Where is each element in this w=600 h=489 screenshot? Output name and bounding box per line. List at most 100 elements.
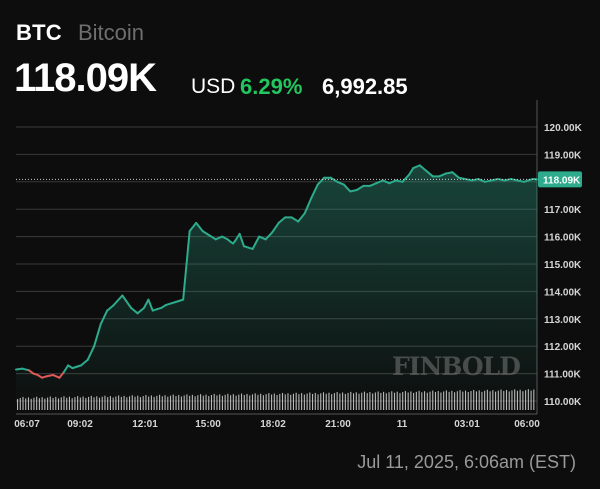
price-line-segment [264, 231, 274, 241]
price-line-segment [58, 371, 65, 379]
volume-bar [153, 396, 155, 410]
y-tick-label: 115.00K [544, 260, 582, 271]
volume-bar [52, 397, 54, 410]
volume-bar [238, 394, 240, 410]
price-line-segment [62, 364, 70, 374]
x-tick-label: 03:01 [454, 419, 480, 430]
volume-bar [96, 396, 98, 410]
volume-bar [120, 396, 122, 410]
volume-bar [440, 392, 442, 410]
price-line-segment [451, 171, 460, 179]
volume-bar [268, 393, 270, 410]
price-line-segment [438, 172, 447, 178]
volume-bar [320, 393, 322, 410]
current-price: 118.09K [14, 56, 157, 100]
volume-bar [25, 398, 27, 410]
volume-bar [235, 395, 237, 410]
volume-bar [112, 397, 114, 410]
volume-bar [98, 397, 101, 410]
volume-bar [93, 397, 95, 410]
volume-bar [167, 396, 169, 410]
volume-bar [298, 394, 300, 410]
price-line-segment [208, 234, 217, 241]
price-line-segment [21, 367, 31, 372]
volume-bar [322, 392, 325, 410]
price-line-segment [112, 294, 124, 307]
price-line-segment [51, 373, 61, 379]
volume-bar [227, 393, 229, 410]
price-line-segment [277, 216, 287, 224]
price-line-segment [310, 183, 319, 200]
volume-bar [194, 396, 196, 410]
volume-bar [281, 392, 284, 410]
price-line-segment [342, 183, 352, 193]
volume-bar [407, 392, 409, 410]
volume-bar [301, 393, 303, 410]
volume-bar [47, 397, 49, 410]
price-line-segment [258, 235, 267, 241]
volume-bar [156, 395, 158, 410]
price-line-segment [121, 294, 133, 309]
volume-bar [22, 396, 24, 410]
price-line-segment [516, 179, 525, 183]
volume-bar [309, 392, 311, 410]
volume-bar [219, 394, 221, 410]
volume-bar [284, 394, 286, 410]
volume-bar [347, 392, 349, 410]
volume-bar [317, 394, 319, 410]
price-line-segment [201, 230, 211, 237]
volume-bar [68, 396, 70, 410]
y-tick-label: 119.00K [544, 150, 582, 161]
price-line-segment [130, 306, 139, 315]
y-tick-label: 114.00K [544, 287, 582, 298]
y-tick-label: 110.00K [544, 397, 582, 408]
volume-bar [402, 392, 404, 410]
volume-bar [230, 395, 232, 410]
volume-bar [273, 393, 275, 410]
volume-bar [325, 393, 327, 410]
price-line-segment [407, 167, 415, 176]
asset-name: Bitcoin [78, 20, 145, 45]
volume-bar [290, 394, 292, 410]
volume-bar [388, 392, 390, 410]
price-line-segment [444, 171, 454, 175]
volume-bar [55, 396, 57, 410]
volume-bar [434, 392, 437, 410]
price-area [16, 165, 537, 401]
price-line-segment [349, 189, 358, 193]
volume-bar [180, 396, 182, 410]
volume-bar [123, 395, 125, 410]
volume-bar [243, 395, 245, 410]
price-line-segment [271, 221, 280, 234]
x-tick-label: 18:02 [260, 419, 286, 430]
volume-bar [101, 396, 103, 410]
y-tick-label: 112.00K [544, 342, 582, 353]
volume-bar [312, 393, 314, 410]
volume-bar [251, 394, 254, 410]
x-tick-label: 09:02 [67, 419, 93, 430]
price-line-segment [303, 197, 313, 215]
volume-bar [202, 395, 204, 410]
volume-bar [331, 394, 333, 410]
volume-bar [246, 393, 248, 410]
price-line-segment [143, 298, 150, 309]
price-line-segment [45, 373, 54, 378]
volume-bar [221, 395, 223, 410]
volume-bar [189, 395, 191, 410]
y-tick-label: 111.00K [544, 370, 581, 381]
volume-bar [107, 397, 109, 410]
volume-bar [276, 395, 278, 410]
volume-bar [118, 395, 120, 410]
volume-bar [85, 397, 87, 410]
volume-bar [66, 397, 68, 410]
volume-bar [142, 396, 144, 410]
volume-bar [240, 393, 243, 410]
price-line-segment [477, 178, 486, 183]
volume-bar [208, 396, 210, 410]
volume-bar [303, 394, 305, 410]
volume-bar [115, 396, 117, 410]
volume-bar [279, 393, 281, 410]
price-line-segment [195, 221, 204, 233]
volume-bar [17, 399, 19, 410]
volume-bar [287, 393, 289, 410]
